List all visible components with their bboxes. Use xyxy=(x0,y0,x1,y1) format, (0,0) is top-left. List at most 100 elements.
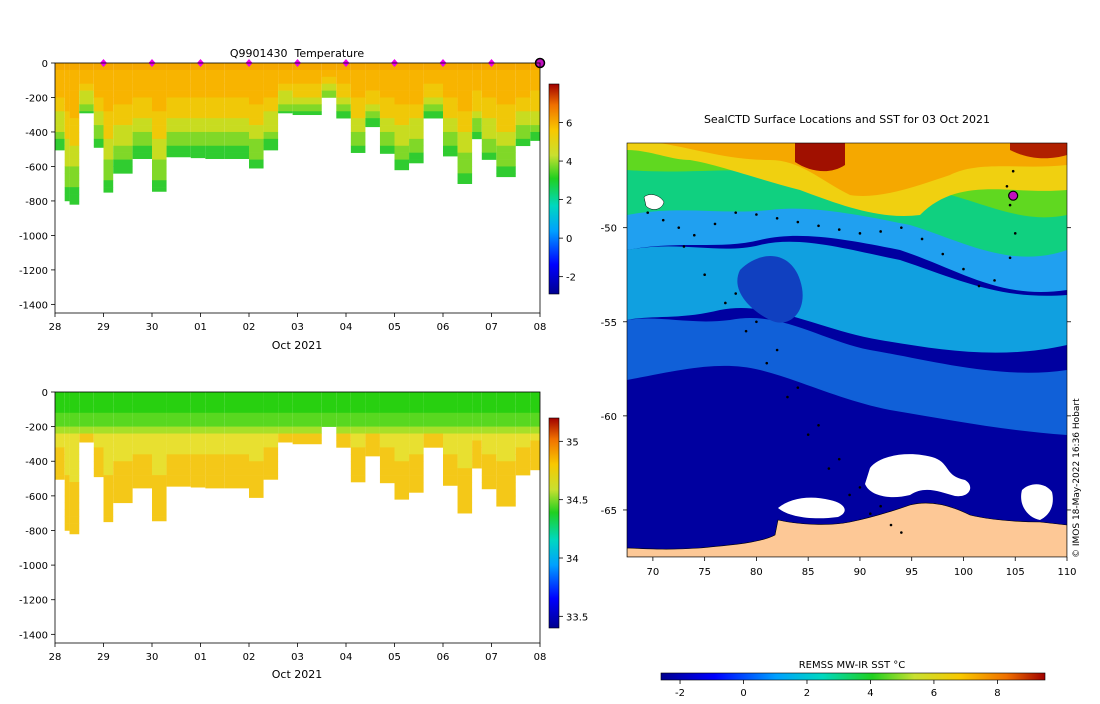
profile-cell xyxy=(224,90,249,98)
profile-cell xyxy=(263,83,279,91)
profile-cell xyxy=(152,426,167,434)
profile-cell xyxy=(113,419,133,427)
temperature-profiles xyxy=(55,63,540,205)
profile-cell xyxy=(249,461,264,469)
profile-cell xyxy=(113,111,133,119)
profile-cell xyxy=(69,180,80,188)
x-tick-label: 05 xyxy=(388,322,401,333)
profile-cell xyxy=(64,523,70,531)
profile-cell xyxy=(350,461,366,469)
profile-cell xyxy=(55,461,65,469)
profile-cell xyxy=(278,76,293,84)
profile-cell xyxy=(103,426,114,434)
profile-cell xyxy=(64,138,70,147)
profile-cell xyxy=(263,426,279,434)
profile-cell xyxy=(350,90,366,98)
track-point xyxy=(1011,169,1015,173)
profile-cell xyxy=(530,104,540,112)
track-point xyxy=(765,361,769,365)
profile-cell xyxy=(292,433,322,441)
profile-cell xyxy=(443,412,458,420)
track-point xyxy=(900,226,903,229)
profile-cell xyxy=(481,454,497,462)
temperature-y-ticks: 0 -200 -400 -600 -800 -1000 -1200 -1400 xyxy=(19,59,55,311)
profile-cell xyxy=(55,468,65,476)
profile-cell xyxy=(103,166,114,174)
profile-cell xyxy=(205,76,225,84)
profile-cell xyxy=(55,63,65,71)
profile-cell xyxy=(443,138,458,147)
profile-cell xyxy=(350,125,366,133)
profile-cell xyxy=(515,440,531,448)
map-y-tick-label: -60 xyxy=(601,412,617,423)
sst-colorbar-tick-label: 4 xyxy=(867,688,873,699)
profile-cell xyxy=(103,69,114,78)
profile-cell xyxy=(103,180,114,188)
profile-cell xyxy=(132,125,152,133)
track-point xyxy=(817,224,820,228)
profile-cell xyxy=(394,104,410,112)
profile-cell xyxy=(249,63,264,71)
profile-cell xyxy=(79,419,94,427)
profile-cell xyxy=(336,392,351,400)
profile-cell xyxy=(336,90,351,98)
profile-cell xyxy=(457,104,473,112)
profile-cell xyxy=(350,440,366,448)
track-point xyxy=(817,423,820,427)
profile-cell xyxy=(113,83,133,91)
profile-cell xyxy=(205,398,225,407)
profile-cell xyxy=(263,118,279,126)
track-point xyxy=(962,267,965,271)
profile-cell xyxy=(443,97,458,105)
profile-cell xyxy=(321,398,337,407)
profile-cell xyxy=(457,90,473,98)
profile-cell xyxy=(113,482,133,490)
profile-cell xyxy=(423,111,443,119)
profile-cell xyxy=(69,131,80,140)
profile-cell xyxy=(443,454,458,462)
track-point xyxy=(692,233,696,237)
profile-cell xyxy=(457,166,473,174)
profile-cell xyxy=(530,83,540,91)
profile-cell xyxy=(472,131,482,140)
profile-cell xyxy=(152,405,167,414)
y-tick-label: -1000 xyxy=(19,561,48,572)
profile-cell xyxy=(350,97,366,105)
colorbar-tick-label: 0 xyxy=(566,234,572,245)
profile-cell xyxy=(224,125,249,133)
profile-cell xyxy=(79,433,94,441)
profile-cell xyxy=(249,440,264,448)
profile-cell xyxy=(443,482,458,486)
profile-cell xyxy=(409,131,424,140)
profile-cell xyxy=(457,454,473,462)
profile-cell xyxy=(132,405,152,414)
profile-cell xyxy=(152,392,167,400)
profile-cell xyxy=(409,488,424,493)
profile-cell xyxy=(379,468,395,476)
profile-cell xyxy=(472,405,482,414)
track-point xyxy=(661,218,665,222)
profile-cell xyxy=(224,426,249,434)
profile-cell xyxy=(292,97,322,105)
profile-cell xyxy=(132,104,152,112)
sst-colorbar-tick-label: 8 xyxy=(994,688,1000,699)
profile-cell xyxy=(93,69,104,78)
profile-cell xyxy=(166,69,191,78)
profile-cell xyxy=(278,440,293,443)
profile-cell xyxy=(69,173,80,181)
profile-cell xyxy=(394,76,410,84)
profile-cell xyxy=(409,76,424,84)
track-point xyxy=(775,348,779,352)
profile-cell xyxy=(103,145,114,153)
profile-cell xyxy=(152,76,167,84)
profile-cell xyxy=(103,488,114,497)
profile-cell xyxy=(457,392,473,400)
profile-cell xyxy=(481,447,497,455)
map-y-tick-label: -55 xyxy=(601,318,617,329)
profile-cell xyxy=(64,83,70,91)
colorbar-tick-label: 35 xyxy=(566,437,579,448)
profile-cell xyxy=(64,69,70,78)
profile-cell xyxy=(515,131,531,140)
profile-cell xyxy=(64,440,70,448)
profile-cell xyxy=(103,173,114,181)
